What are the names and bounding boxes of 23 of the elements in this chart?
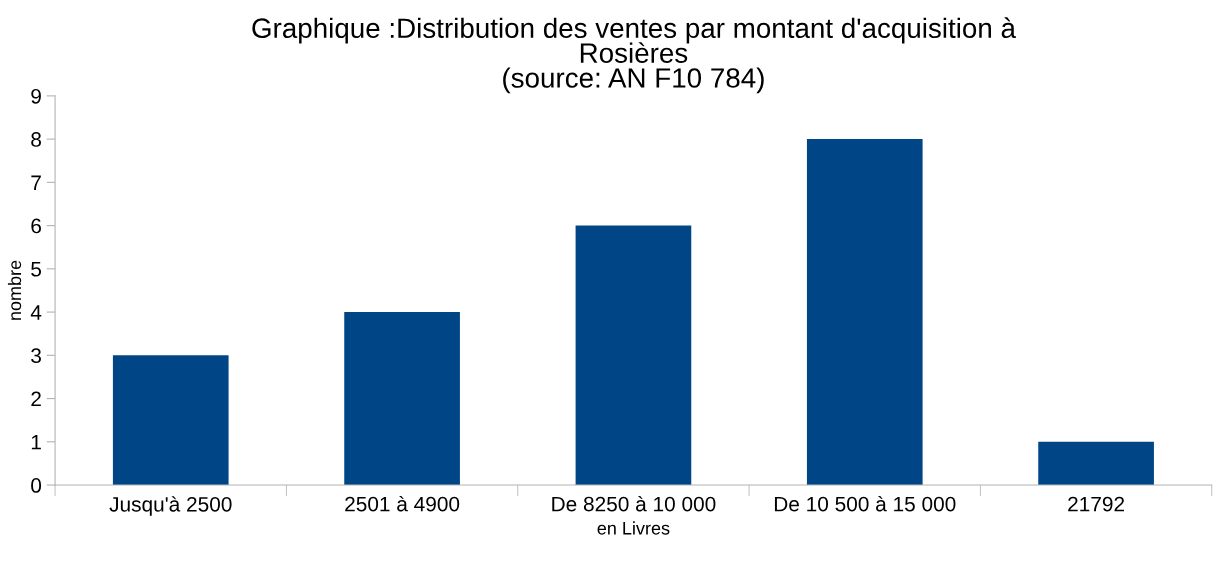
y-tick-label: 3 [31,348,41,364]
bar [112,355,229,486]
y-tick-label: 4 [30,305,42,320]
bar [1038,441,1154,486]
y-tick-label: 8 [31,132,41,147]
bar [806,139,923,486]
y-tick-label: 5 [31,262,42,277]
x-tick-label: Jusqu'à 2500 [109,496,232,516]
x-tick-label: De 8250 à 10 000 [552,495,716,512]
y-tick-label: 9 [31,88,41,104]
y-tick-label: 0 [31,478,42,493]
x-tick-label: De 10 500 à 15 000 [774,495,956,512]
bar [575,225,692,486]
y-tick-label: 1 [31,435,41,450]
y-tick-label: 7 [31,175,41,190]
x-tick-label: 21792 [1068,496,1125,512]
y-tick-label: 6 [31,218,41,234]
x-axis-title: en Livres [597,521,670,535]
chart-title: Graphique :Distribution des ventes par montant d'acquisition à Rosières (source: AN F10 784) [252,17,1016,94]
bar [344,312,460,486]
y-tick-label: 2 [31,391,41,407]
y-axis-title: nombre [7,260,22,320]
x-tick-label: 2501 à 4900 [345,495,460,512]
